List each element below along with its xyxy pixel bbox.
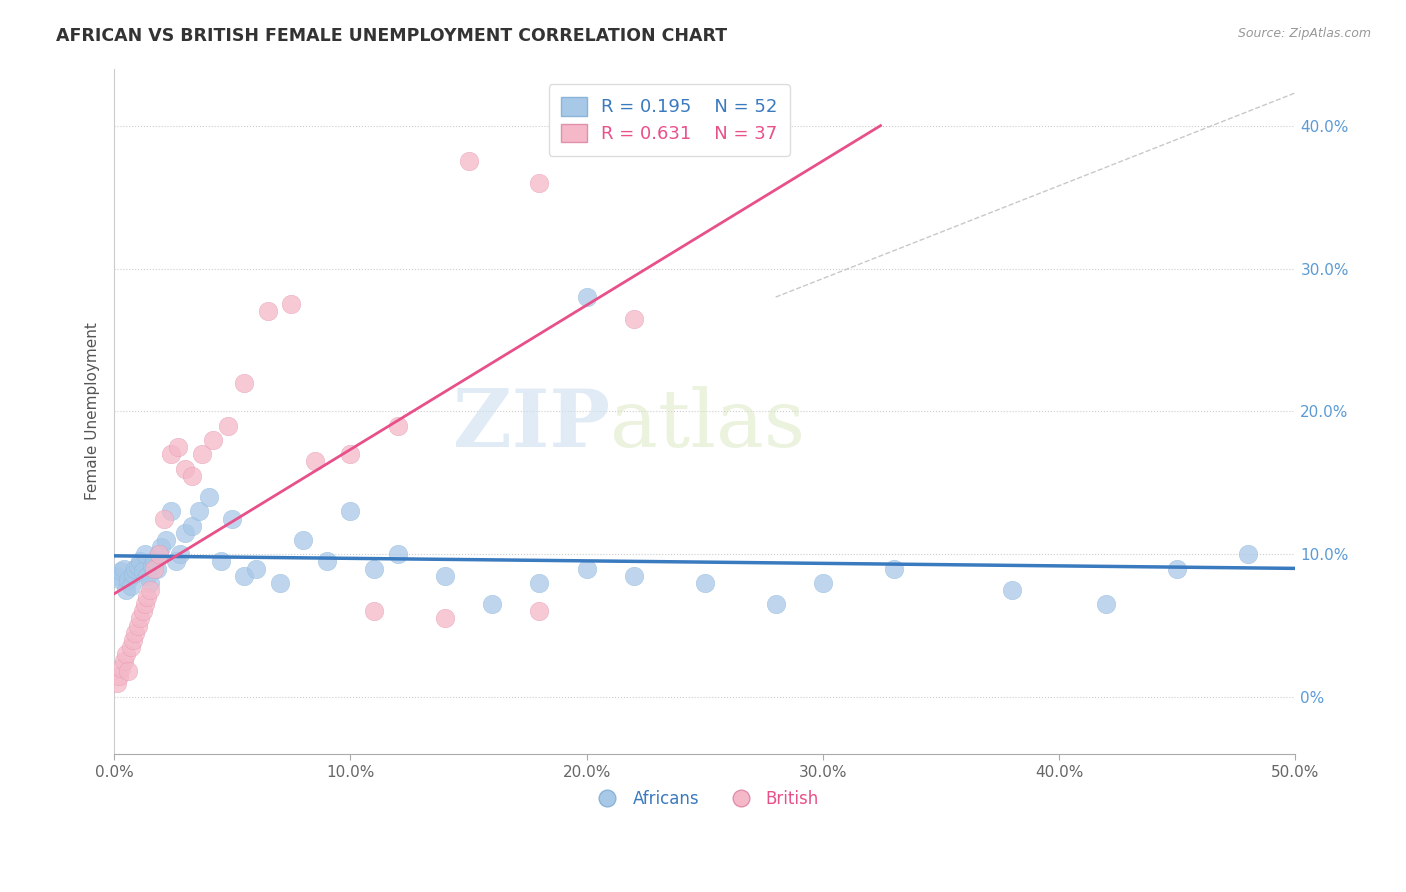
Point [136, 590, 159, 604]
Point [1001, 582, 1024, 597]
Point [529, 575, 551, 590]
Point [1166, 561, 1188, 575]
Point [529, 176, 551, 190]
Point [623, 568, 645, 582]
Point [112, 561, 135, 575]
Point [155, 533, 177, 547]
Point [1095, 597, 1118, 611]
Point [256, 304, 278, 318]
Point [433, 568, 456, 582]
Point [217, 418, 239, 433]
Point [280, 297, 302, 311]
Point [167, 440, 190, 454]
Point [363, 604, 385, 618]
Point [153, 511, 176, 525]
Point [765, 597, 787, 611]
Point [105, 568, 128, 582]
Y-axis label: Female Unemployment: Female Unemployment [86, 322, 100, 500]
Point [108, 668, 131, 682]
Point [188, 504, 211, 518]
Point [138, 575, 160, 590]
Point [433, 611, 456, 625]
Point [143, 561, 166, 575]
Point [339, 447, 361, 461]
Point [117, 665, 139, 679]
Point [148, 547, 170, 561]
Point [129, 554, 152, 568]
Point [150, 540, 173, 554]
Point [122, 567, 145, 582]
Point [202, 433, 225, 447]
Point [141, 558, 163, 573]
Point [363, 561, 385, 575]
Point [129, 611, 152, 625]
Point [131, 604, 153, 618]
Point [174, 461, 197, 475]
Point [245, 561, 267, 575]
Point [209, 554, 232, 568]
Point [108, 572, 131, 586]
Point [811, 575, 834, 590]
Point [1237, 547, 1260, 561]
Point [174, 525, 197, 540]
Point [304, 454, 326, 468]
Point [269, 575, 291, 590]
Point [292, 533, 315, 547]
Point [127, 618, 149, 632]
Point [529, 604, 551, 618]
Point [883, 561, 905, 575]
Point [134, 547, 156, 561]
Text: ZIP: ZIP [453, 386, 610, 464]
Point [110, 661, 132, 675]
Point [131, 565, 153, 579]
Point [143, 554, 166, 568]
Point [233, 376, 256, 390]
Point [160, 504, 183, 518]
Text: AFRICAN VS BRITISH FEMALE UNEMPLOYMENT CORRELATION CHART: AFRICAN VS BRITISH FEMALE UNEMPLOYMENT C… [56, 27, 727, 45]
Point [221, 511, 243, 525]
Text: Source: ZipAtlas.com: Source: ZipAtlas.com [1237, 27, 1371, 40]
Point [623, 311, 645, 326]
Point [165, 554, 187, 568]
Point [115, 647, 138, 661]
Point [339, 504, 361, 518]
Point [124, 561, 146, 575]
Point [169, 547, 191, 561]
Point [124, 625, 146, 640]
Point [575, 290, 598, 304]
Point [127, 558, 149, 573]
Point [105, 675, 128, 690]
Point [457, 154, 479, 169]
Point [575, 561, 598, 575]
Point [181, 518, 204, 533]
Point [112, 654, 135, 668]
Point [693, 575, 716, 590]
Point [138, 582, 160, 597]
Point [160, 447, 183, 461]
Point [122, 632, 145, 647]
Point [387, 418, 409, 433]
Point [110, 565, 132, 579]
Point [117, 573, 139, 587]
Point [145, 561, 167, 575]
Point [387, 547, 409, 561]
Point [120, 640, 142, 654]
Point [115, 582, 138, 597]
Point [148, 547, 170, 561]
Text: atlas: atlas [610, 386, 806, 464]
Legend: Africans, British: Africans, British [583, 783, 825, 814]
Point [190, 447, 212, 461]
Point [120, 579, 142, 593]
Point [134, 597, 156, 611]
Point [136, 568, 159, 582]
Point [197, 490, 219, 504]
Point [315, 554, 337, 568]
Point [233, 568, 256, 582]
Point [481, 597, 503, 611]
Point [181, 468, 204, 483]
